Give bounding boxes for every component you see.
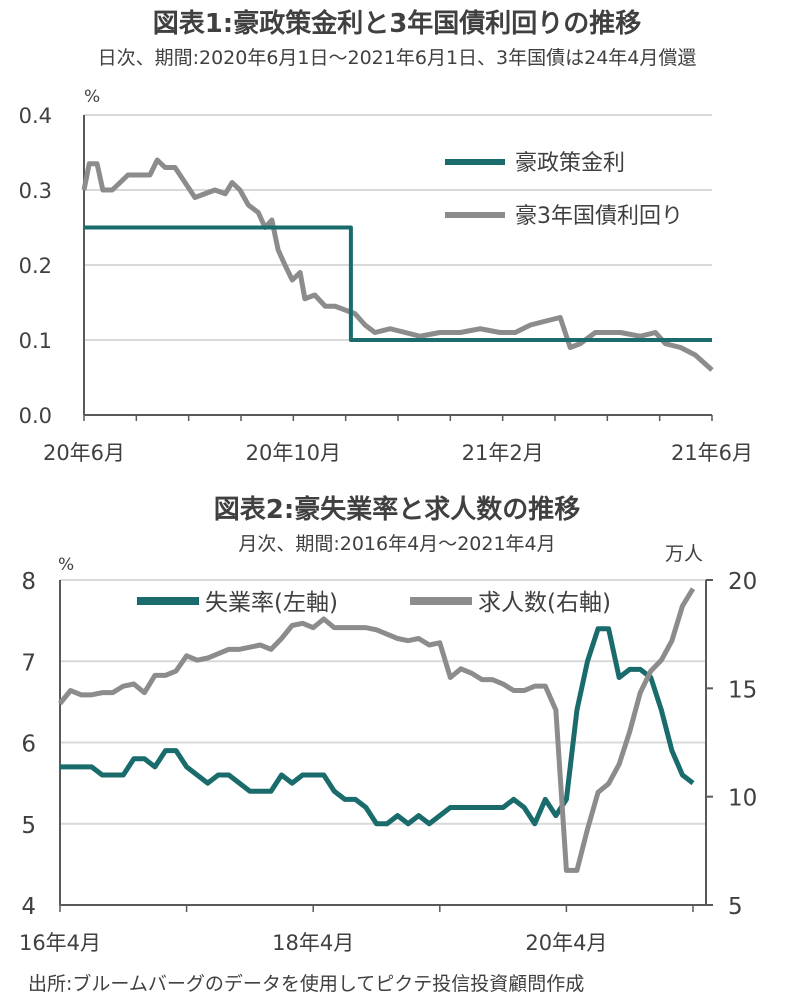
y2-tick-label: 5: [728, 894, 743, 920]
x-tick-label: 20年10月: [246, 441, 341, 465]
legend-label: 求人数(右軸): [478, 590, 611, 616]
y2-tick-label: 20: [728, 569, 757, 595]
y-tick-label: 0.4: [19, 104, 52, 128]
legend-label: 豪3年国債利回り: [515, 204, 683, 229]
y2-tick-label: 15: [728, 677, 757, 703]
y-tick-label: 0.2: [19, 254, 52, 278]
x-tick-label: 18年4月: [272, 931, 354, 955]
chart1-ylabel: %: [84, 87, 100, 107]
x-tick-label: 20年4月: [525, 931, 607, 955]
series-line: [58, 587, 696, 873]
y-tick-label: 7: [21, 650, 36, 676]
y-tick-label: 8: [21, 569, 36, 595]
chart2-y2label: 万人: [665, 543, 703, 565]
y-tick-label: 0.1: [19, 329, 52, 353]
series-line: [60, 626, 695, 827]
chart1-subtitle: 日次、期間:2020年6月1日～2021年6月1日、3年国債は24年4月償還: [98, 47, 697, 69]
y-tick-label: 4: [21, 894, 36, 920]
chart2-title: 図表2:豪失業率と求人数の推移: [214, 494, 581, 525]
source-note: 出所:ブルームバーグのデータを使用してピクテ投信投資顧問作成: [28, 972, 584, 995]
y2-tick-label: 10: [728, 786, 757, 812]
chart2-ylabel: %: [58, 555, 74, 575]
x-tick-label: 21年2月: [462, 441, 544, 465]
y-tick-label: 5: [21, 813, 36, 839]
x-tick-label: 21年6月: [671, 441, 753, 465]
x-tick-label: 16年4月: [19, 931, 101, 955]
series-line: [84, 225, 712, 342]
y-tick-label: 0.0: [19, 404, 52, 428]
legend-label: 豪政策金利: [515, 151, 625, 176]
chart1-title: 図表1:豪政策金利と3年国債利回りの推移: [153, 8, 642, 39]
y-tick-label: 6: [21, 732, 36, 758]
legend-label: 失業率(左軸): [205, 590, 338, 616]
chart2-subtitle: 月次、期間:2016年4月～2021年4月: [238, 533, 555, 555]
series-line: [81, 157, 714, 372]
y-tick-label: 0.3: [19, 179, 52, 203]
x-tick-label: 20年6月: [43, 441, 125, 465]
